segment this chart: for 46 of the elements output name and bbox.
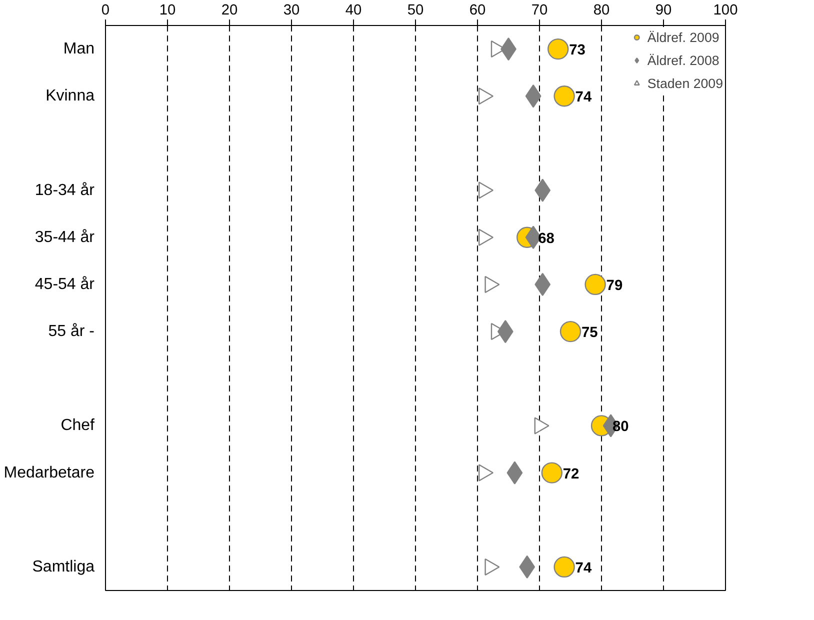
- x-tick-label: 0: [101, 2, 110, 18]
- y-tick-label: 55 år -: [48, 323, 95, 340]
- point: [525, 84, 542, 108]
- point: [548, 38, 569, 60]
- data-label: 74: [575, 560, 592, 576]
- data-label: 74: [575, 90, 592, 106]
- x-tick-label: 10: [159, 2, 176, 18]
- point: [478, 88, 494, 105]
- legend-label: Äldref. 2009: [647, 30, 720, 44]
- point: [478, 228, 494, 246]
- x-tick-label: 70: [531, 2, 548, 18]
- legend-label: Staden 2009: [647, 76, 723, 90]
- y-tick-label: Kvinna: [46, 88, 95, 105]
- x-tick-label: 20: [221, 2, 238, 18]
- point: [541, 462, 562, 484]
- data-label: 68: [538, 230, 554, 247]
- y-tick-label: 45-54 år: [34, 276, 96, 293]
- y-tick-label: Medarbetare: [4, 464, 95, 482]
- x-tick-label: 80: [593, 2, 610, 18]
- point: [478, 464, 494, 482]
- y-tick-label: Man: [63, 40, 94, 58]
- x-tick-label: 50: [407, 2, 424, 18]
- y-tick-label: Chef: [60, 417, 96, 434]
- point: [484, 276, 500, 294]
- data-label: 80: [612, 419, 629, 436]
- point: [560, 320, 582, 342]
- x-tick-label: 40: [345, 2, 362, 18]
- y-tick-label: 18-34 år: [34, 182, 96, 199]
- y-tick-label: 35-44 år: [34, 228, 96, 246]
- point: [554, 556, 575, 578]
- point: [534, 178, 551, 202]
- x-tick-label: 30: [283, 2, 300, 18]
- data-label: 73: [569, 42, 586, 59]
- data-label: 72: [562, 466, 580, 482]
- x-tick-label: 60: [469, 2, 486, 18]
- data-label: 79: [606, 278, 623, 294]
- y-tick-label: Samtliga: [32, 558, 95, 576]
- point: [478, 182, 494, 199]
- point: [506, 461, 523, 484]
- point: [584, 274, 606, 296]
- legend-label: Äldref. 2008: [647, 52, 720, 68]
- point: [554, 86, 575, 107]
- x-tick-label: 90: [655, 2, 672, 18]
- x-tick-label: 100: [713, 2, 738, 18]
- data-label: 75: [582, 325, 598, 342]
- point: [484, 558, 500, 576]
